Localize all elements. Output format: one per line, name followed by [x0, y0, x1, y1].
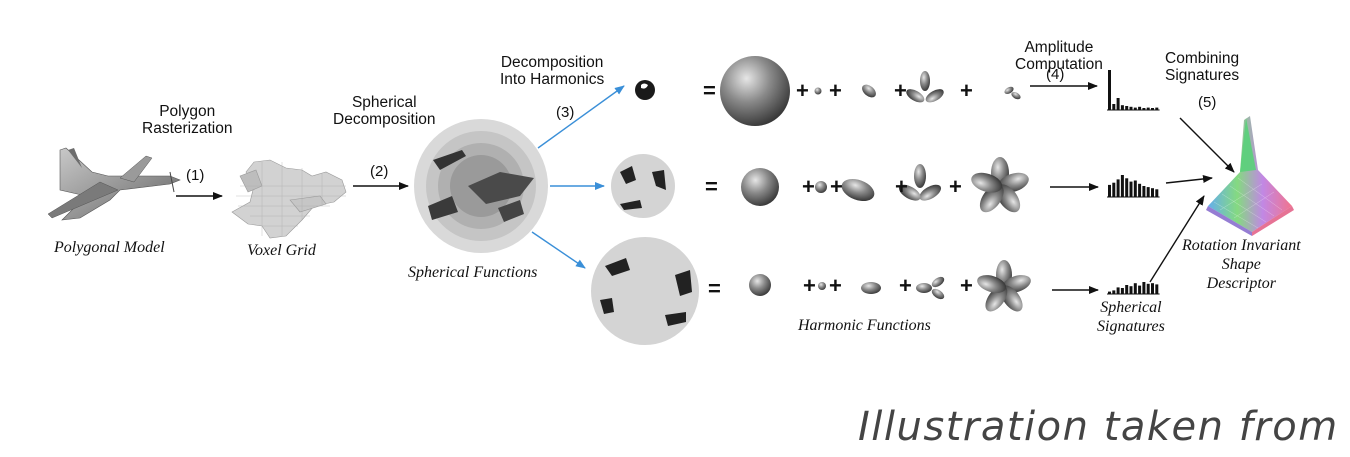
shape-descriptor-surface — [1206, 116, 1294, 236]
signature-bar — [1120, 288, 1124, 294]
plus-sign: + — [829, 273, 842, 298]
signature-bar — [1120, 105, 1124, 110]
plus-sign: + — [796, 78, 809, 103]
signature-bar — [1142, 186, 1146, 197]
plus-sign: + — [895, 174, 908, 199]
signature-bar — [1151, 283, 1154, 294]
equals-sign-row-3: = — [708, 276, 721, 301]
signature-row-2 — [1107, 175, 1160, 198]
signature-bar — [1155, 284, 1159, 294]
step-5: (5) — [1198, 94, 1217, 111]
signature-bar — [1116, 287, 1120, 294]
plus-sign: + — [830, 174, 843, 199]
signature-bar — [1112, 104, 1116, 110]
signature-bar — [1129, 106, 1133, 110]
sphere-large — [591, 237, 699, 345]
plus-sign: + — [960, 273, 973, 298]
signature-bar — [1112, 182, 1116, 197]
plus-sign: + — [802, 174, 815, 199]
caption-polygonal-model: Polygonal Model — [54, 239, 165, 256]
step-2: (2) — [370, 163, 389, 180]
five-lobe-harmonic-3 — [977, 260, 1031, 312]
caption-spherical-functions: Spherical Functions — [408, 264, 538, 281]
signature-bar — [1151, 188, 1154, 197]
signature-bar — [1125, 178, 1129, 197]
arrow-blue-top — [537, 85, 625, 149]
concentric-spheres — [414, 119, 548, 253]
signature-bar — [1125, 106, 1129, 110]
signature-bar — [1138, 285, 1142, 294]
signature-bar — [1108, 70, 1111, 110]
signature-bar — [1133, 180, 1137, 197]
arrow-combine-mid — [1165, 174, 1213, 184]
signature-bar — [1151, 108, 1154, 110]
five-lobe-harmonic-2 — [971, 157, 1029, 213]
plus-sign: + — [894, 78, 907, 103]
arrows — [176, 82, 1235, 294]
label-decomposition-into-harmonics: Decomposition Into Harmonics — [500, 54, 605, 88]
signature-bar — [1129, 286, 1133, 294]
signature-bar — [1120, 175, 1124, 197]
arrow-combine-bottom — [1149, 195, 1205, 283]
signature-bar — [1146, 107, 1150, 110]
equals-sign-row-2: = — [705, 174, 718, 199]
signature-bar — [1133, 107, 1137, 110]
plus-sign: + — [960, 78, 973, 103]
signature-bar — [1108, 184, 1111, 197]
arrow-5 — [1179, 117, 1235, 173]
signature-bar — [1142, 108, 1146, 110]
caption-spherical-signatures: Spherical Signatures — [1097, 299, 1165, 335]
caption-voxel-grid: Voxel Grid — [247, 242, 316, 259]
harmonics-row-3 — [749, 260, 1031, 312]
signature-bar — [1133, 283, 1137, 294]
signature-bar — [1138, 106, 1142, 110]
signature-bar — [1112, 290, 1116, 294]
sphere-small — [635, 80, 655, 100]
signature-bar — [1116, 179, 1120, 197]
signature-bar — [1138, 183, 1142, 197]
plus-sign: + — [829, 78, 842, 103]
signature-row-1 — [1107, 70, 1160, 111]
step-1: (1) — [186, 167, 205, 184]
harmonics-row-2 — [741, 157, 1029, 213]
caption-shape-descriptor: Rotation Invariant Shape Descriptor — [1182, 237, 1301, 292]
signature-bar — [1116, 98, 1120, 110]
plus-sign: + — [803, 273, 816, 298]
arrow-blue-bottom — [531, 231, 586, 269]
airplane-model — [47, 147, 181, 221]
signature-bar — [1125, 285, 1129, 294]
label-combining-signatures: Combining Signatures — [1165, 50, 1240, 84]
equals-sign-row-1: = — [703, 78, 716, 103]
signature-bar — [1142, 282, 1146, 294]
label-spherical-decomposition: Spherical Decomposition — [333, 94, 436, 128]
label-polygon-rasterization: Polygon Rasterization — [142, 103, 233, 137]
signature-bar — [1146, 283, 1150, 294]
voxel-grid — [231, 159, 347, 239]
footer-caption: Illustration taken from — [858, 404, 1339, 450]
signature-bar — [1155, 107, 1159, 110]
caption-harmonic-functions: Harmonic Functions — [798, 317, 931, 334]
plus-sign: + — [949, 174, 962, 199]
label-amplitude-computation: Amplitude Computation — [1015, 39, 1103, 73]
signature-bar — [1146, 187, 1150, 197]
signature-bar — [1129, 181, 1133, 197]
signature-bar — [1108, 291, 1111, 294]
plus-sign: + — [899, 273, 912, 298]
sphere-medium — [611, 154, 675, 218]
signature-row-3 — [1107, 282, 1160, 295]
step-3: (3) — [556, 104, 575, 121]
harmonics-row-1 — [720, 56, 1021, 126]
signature-bar — [1155, 189, 1159, 197]
voxel-grid-lines — [236, 162, 346, 236]
step-4: (4) — [1046, 66, 1065, 83]
